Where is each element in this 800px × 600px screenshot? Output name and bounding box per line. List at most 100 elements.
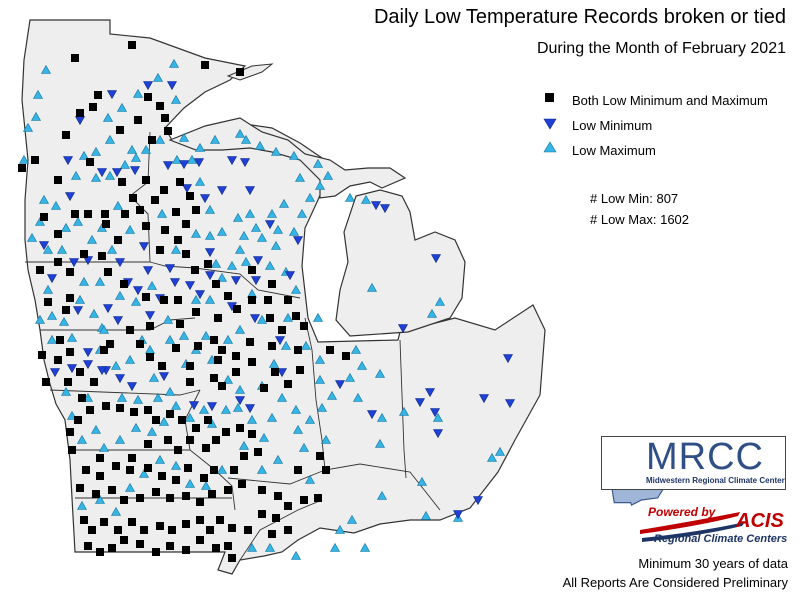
both-record-marker [196,536,204,544]
both-record-marker [192,308,200,316]
low-min-marker [429,408,441,418]
low-max-marker [164,386,176,396]
low-min-marker [64,192,76,202]
both-record-marker [136,206,144,214]
low-max-marker [152,72,164,82]
low-max-marker [256,314,268,324]
low-max-marker [360,194,372,204]
low-min-marker [244,404,256,414]
low-max-marker [432,412,444,422]
both-record-marker [54,258,62,266]
both-record-marker [186,378,194,386]
both-record-marker [186,436,194,444]
midwest-region [21,19,546,575]
both-record-marker [236,424,244,432]
both-record-marker [66,294,74,302]
both-record-marker [62,306,70,314]
low-max-marker [124,224,136,234]
both-record-marker [176,178,184,186]
low-min-marker [252,256,264,266]
both-record-marker [76,368,84,376]
both-record-marker [172,208,180,216]
acis-powered-text: Powered by [648,505,716,519]
low-max-marker [359,542,371,552]
low-max-marker [294,172,306,182]
low-max-marker [288,226,300,236]
low-max-marker [94,276,106,286]
both-record-marker [108,544,116,552]
both-record-marker [71,210,79,218]
low-min-marker [430,254,442,264]
footer-note-data: Minimum 30 years of data [638,556,788,571]
both-record-marker [248,358,256,366]
both-record-marker [18,164,26,172]
low-max-marker [126,144,138,154]
low-max-marker [234,244,246,254]
low-max-marker [170,400,182,410]
low-max-marker [116,102,128,112]
both-record-marker [152,488,160,496]
both-record-marker [89,103,97,111]
low-max-marker [70,170,82,180]
low-max-marker [58,316,70,326]
both-record-marker [158,362,166,370]
both-record-marker [316,452,324,460]
both-record-marker [100,346,108,354]
low-max-marker [374,368,386,378]
both-record-marker [140,526,148,534]
low-max-marker [72,216,84,226]
low-max-marker [314,374,326,384]
low-min-marker [452,510,464,520]
low-max-marker [374,438,386,448]
low-min-marker [414,398,426,408]
low-max-marker [178,132,190,142]
both-record-marker [142,176,150,184]
legend-label-low-max: Low Maximum [572,143,656,158]
both-record-marker [54,176,62,184]
low-max-marker [178,330,190,340]
mrcc-logo: MRCC Midwestern Regional Climate Center [601,436,786,490]
low-max-marker [170,460,182,470]
both-record-marker [236,68,244,76]
both-record-marker [166,410,174,418]
low-min-marker [502,354,514,364]
count-low-min: # Low Min: 807 [590,191,679,206]
both-record-marker [118,178,126,186]
low-max-marker [60,222,72,232]
low-min-marker [204,248,216,258]
low-max-marker [326,390,338,400]
low-min-marker [132,286,144,296]
both-record-marker [66,428,74,436]
both-record-marker [300,496,308,504]
legend-item-low-max: Low Maximum [540,138,768,163]
low-max-marker [314,354,326,364]
michigan-lower-peninsula [335,189,466,337]
low-max-marker [98,442,110,452]
both-record-marker [186,362,194,370]
both-record-marker [246,338,254,346]
low-max-marker [312,158,324,168]
low-min-marker [46,274,58,284]
low-max-marker [398,406,410,416]
low-max-marker [209,134,221,144]
both-record-marker [210,336,218,344]
both-record-marker [214,356,222,364]
low-max-marker [434,296,446,306]
low-max-marker [76,500,88,510]
both-record-marker [166,494,174,502]
low-max-marker [272,454,284,464]
low-max-marker [240,256,252,266]
low-min-marker [234,396,246,406]
both-record-marker [191,266,199,274]
both-record-marker [192,424,200,432]
both-record-marker [134,116,142,124]
low-max-marker [312,312,324,322]
low-min-marker [194,290,206,300]
low-min-marker [169,278,181,288]
both-record-marker [164,127,172,135]
low-max-marker [234,324,246,334]
both-record-marker [120,280,128,288]
low-max-marker [60,386,72,396]
low-max-marker [270,240,282,250]
low-max-marker [198,404,210,414]
